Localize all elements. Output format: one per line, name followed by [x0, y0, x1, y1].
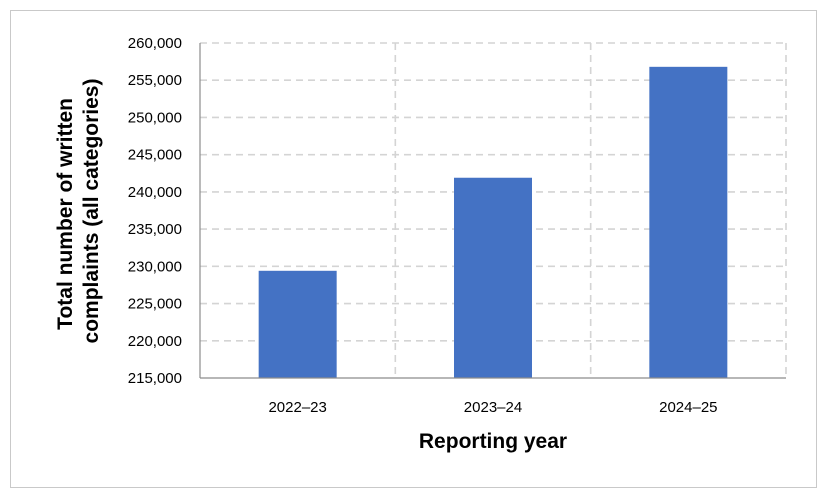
bar-2024–25	[649, 66, 728, 379]
x-tick-labels: 2022–23 2023–24 2024–25	[268, 399, 717, 416]
x-tick-label: 2024–25	[659, 399, 717, 416]
y-tick-label: 225,000	[128, 296, 182, 313]
y-tick-label: 250,000	[128, 109, 182, 126]
y-axis-title-line-1: Total number of written	[54, 98, 77, 330]
y-axis-title-line-2: complaints (all categories)	[80, 79, 103, 344]
y-tick-label: 245,000	[128, 147, 182, 164]
y-tick-labels: 215,000 220,000 225,000 230,000 235,000 240,0…	[128, 35, 182, 387]
bar-2023–24	[454, 177, 532, 378]
x-axis-title: Reporting year	[419, 430, 567, 453]
y-tick-label: 215,000	[128, 370, 182, 387]
y-tick-label: 235,000	[128, 221, 182, 238]
bars	[258, 66, 728, 379]
y-tick-label: 255,000	[128, 72, 182, 89]
axes	[199, 43, 786, 379]
y-tick-label: 260,000	[128, 35, 182, 52]
x-tick-label: 2023–24	[464, 399, 522, 416]
y-tick-label: 220,000	[128, 333, 182, 350]
x-tick-label: 2022–23	[268, 399, 326, 416]
y-tick-label: 230,000	[128, 258, 182, 275]
y-tick-label: 240,000	[128, 184, 182, 201]
bar-2022–23	[258, 270, 337, 378]
y-axis-title: Total number of written complaints (all …	[54, 79, 103, 344]
